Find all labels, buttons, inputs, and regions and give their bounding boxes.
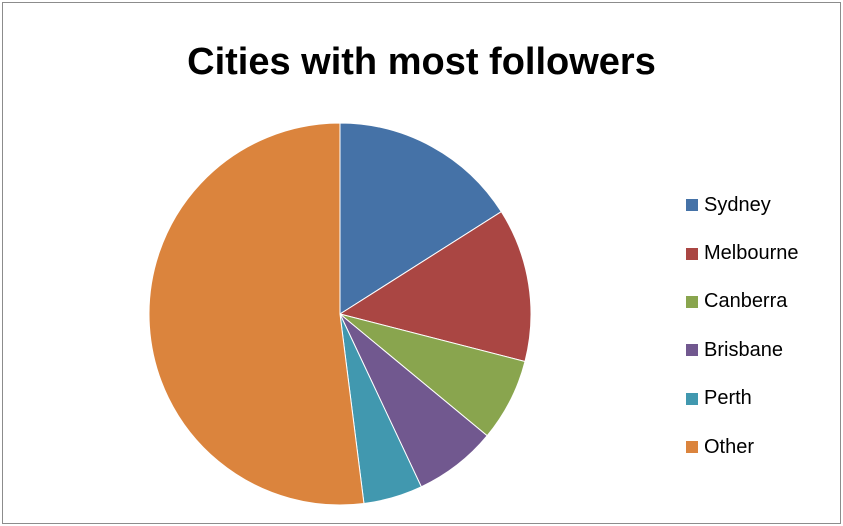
legend-swatch bbox=[686, 441, 698, 454]
pie-slice-melbourne bbox=[338, 210, 532, 363]
legend-swatch bbox=[686, 247, 698, 260]
legend-swatch bbox=[686, 295, 698, 308]
legend-label: Other bbox=[704, 435, 755, 458]
legend-label: Melbourne bbox=[704, 242, 799, 265]
legend-swatch bbox=[686, 344, 698, 357]
legend-label: Brisbane bbox=[704, 338, 783, 361]
legend-item-melbourne: Melbourne bbox=[686, 229, 799, 277]
legend-item-perth: Perth bbox=[686, 375, 799, 423]
legend-swatch bbox=[686, 392, 698, 405]
pie-slice-sydney bbox=[339, 122, 502, 315]
pie-chart bbox=[148, 122, 532, 506]
legend-item-other: Other bbox=[686, 423, 799, 471]
legend-item-sydney: Sydney bbox=[686, 181, 799, 229]
legend-label: Perth bbox=[704, 387, 752, 410]
legend-item-canberra: Canberra bbox=[686, 278, 799, 326]
legend-item-brisbane: Brisbane bbox=[686, 326, 799, 374]
legend-swatch bbox=[686, 199, 698, 212]
pie-slice-other bbox=[148, 122, 365, 506]
chart-title: Cities with most followers bbox=[187, 41, 656, 83]
chart-legend: Sydney Melbourne Canberra Brisbane Perth Othe… bbox=[686, 181, 799, 471]
legend-label: Canberra bbox=[704, 290, 788, 313]
legend-label: Sydney bbox=[704, 193, 771, 216]
